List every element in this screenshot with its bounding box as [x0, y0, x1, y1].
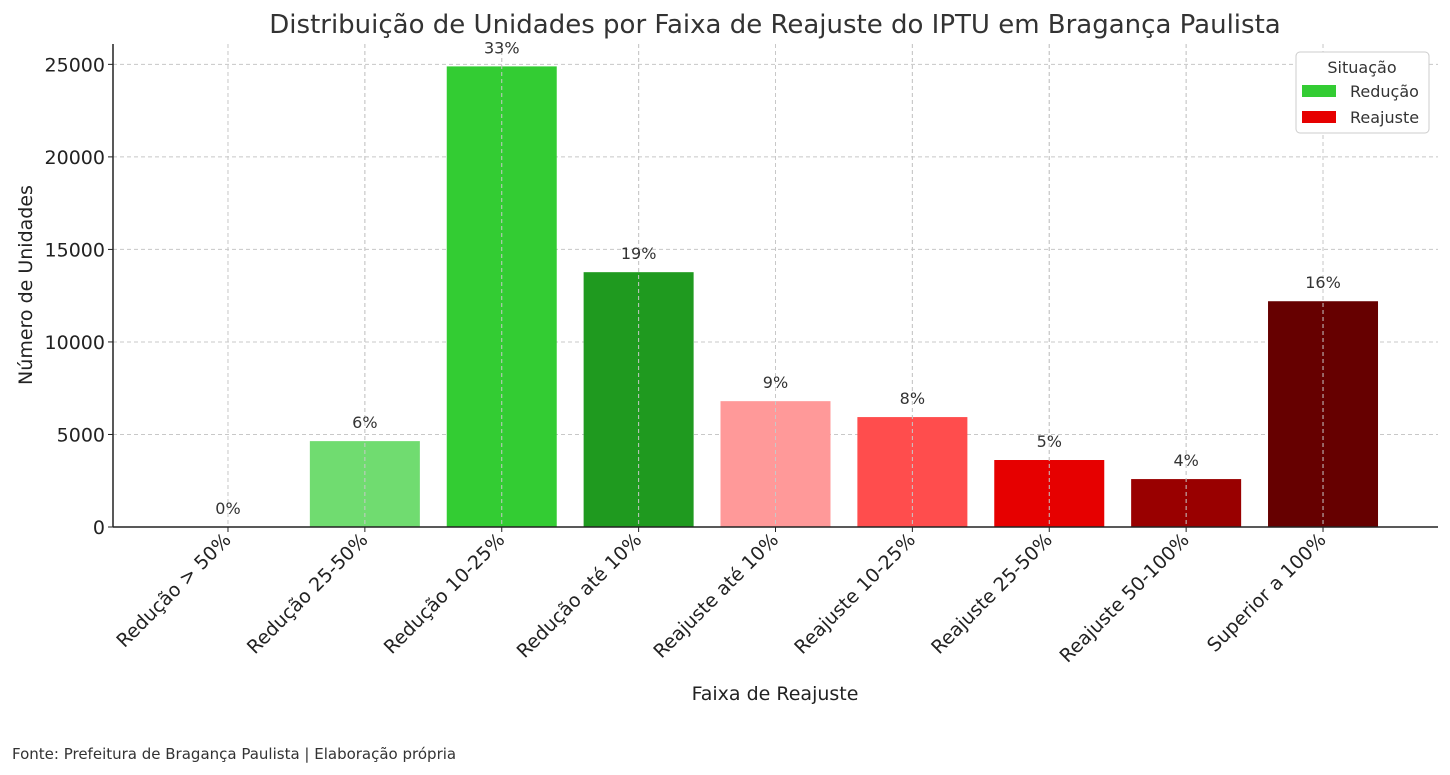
data-label: 33% [484, 38, 520, 57]
legend: Situação Redução Reajuste [1295, 51, 1430, 134]
y-tick-label: 15000 [45, 239, 105, 261]
legend-swatch-reducao [1302, 85, 1336, 97]
data-label: 5% [1037, 432, 1062, 451]
legend-title: Situação [1327, 58, 1396, 77]
x-tick-label: Redução 25-50% [243, 529, 373, 659]
x-tick-label: Superior a 100% [1203, 529, 1331, 657]
data-label: 6% [352, 413, 377, 432]
x-tick-label: Redução até 10% [513, 529, 647, 663]
data-label: 8% [900, 389, 925, 408]
x-tick-label: Redução > 50% [112, 529, 235, 652]
bar [583, 272, 694, 527]
y-tick-label: 25000 [45, 54, 105, 76]
legend-swatch-reajuste [1302, 111, 1336, 123]
y-tick-label: 5000 [57, 424, 105, 446]
x-tick-label: Reajuste 25-50% [927, 529, 1057, 659]
bar [309, 441, 420, 527]
x-axis-label: Faixa de Reajuste [692, 683, 859, 705]
x-tick-label: Redução 10-25% [380, 529, 510, 659]
data-label: 19% [621, 244, 657, 263]
source-footer: Fonte: Prefeitura de Bragança Paulista |… [12, 745, 456, 763]
data-label: 16% [1305, 273, 1341, 292]
legend-label-reajuste: Reajuste [1350, 108, 1419, 127]
x-tick-label: Reajuste 50-100% [1055, 529, 1193, 667]
data-label: 4% [1173, 451, 1198, 470]
y-tick-label: 10000 [45, 332, 105, 354]
x-tick-label: Reajuste 10-25% [790, 529, 920, 659]
legend-label-reducao: Redução [1350, 82, 1419, 101]
y-axis-label: Número de Unidades [15, 185, 37, 385]
y-tick-label: 0 [93, 517, 105, 539]
x-tick-label: Reajuste até 10% [649, 529, 783, 663]
data-label: 0% [215, 499, 240, 518]
chart-title: Distribuição de Unidades por Faixa de Re… [269, 10, 1280, 40]
y-tick-label: 20000 [45, 147, 105, 169]
data-label: 9% [763, 373, 788, 392]
